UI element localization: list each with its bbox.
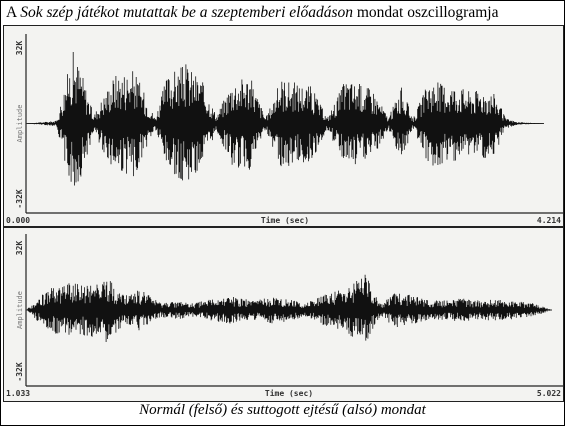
figure-title: A Sok szép játékot mutattak be a szeptem…	[6, 3, 562, 23]
x-axis-label: Time (sec)	[265, 388, 313, 398]
whispered-speech-panel: 32K -32K Amplitude 1.033 5.022 Time (sec)	[3, 227, 564, 402]
x-tick-label-end: 5.022	[537, 389, 561, 398]
title-suffix: mondat oszcillogramja	[352, 4, 499, 21]
waveform	[26, 274, 552, 342]
title-italic-sentence: Sok szép játékot mutattak be a szeptembe…	[20, 4, 353, 21]
x-axis-label: Time (sec)	[261, 215, 309, 225]
y-tick-label-bottom: -32K	[15, 362, 24, 381]
normal-speech-oscillogram: 32K -32K Amplitude 0.000 4.214 Time (sec)	[6, 34, 563, 225]
whispered-speech-oscillogram: 32K -32K Amplitude 1.033 5.022 Time (sec)	[6, 234, 563, 398]
x-tick-label-end: 4.214	[537, 216, 561, 225]
x-tick-label-start: 1.033	[6, 389, 30, 398]
y-axis-label: Amplitude	[16, 105, 24, 143]
title-prefix: A	[6, 4, 21, 21]
waveform	[26, 52, 543, 186]
y-tick-label-top: 32K	[15, 41, 24, 56]
figure-caption: Normál (felső) és suttogott ejtésű (alsó…	[139, 402, 426, 418]
y-tick-label-top: 32K	[15, 241, 24, 256]
x-tick-label-start: 0.000	[6, 216, 30, 225]
y-tick-label-bottom: -32K	[15, 189, 24, 208]
normal-speech-panel: 32K -32K Amplitude 0.000 4.214 Time (sec)	[3, 25, 564, 227]
y-axis-label: Amplitude	[16, 291, 24, 329]
